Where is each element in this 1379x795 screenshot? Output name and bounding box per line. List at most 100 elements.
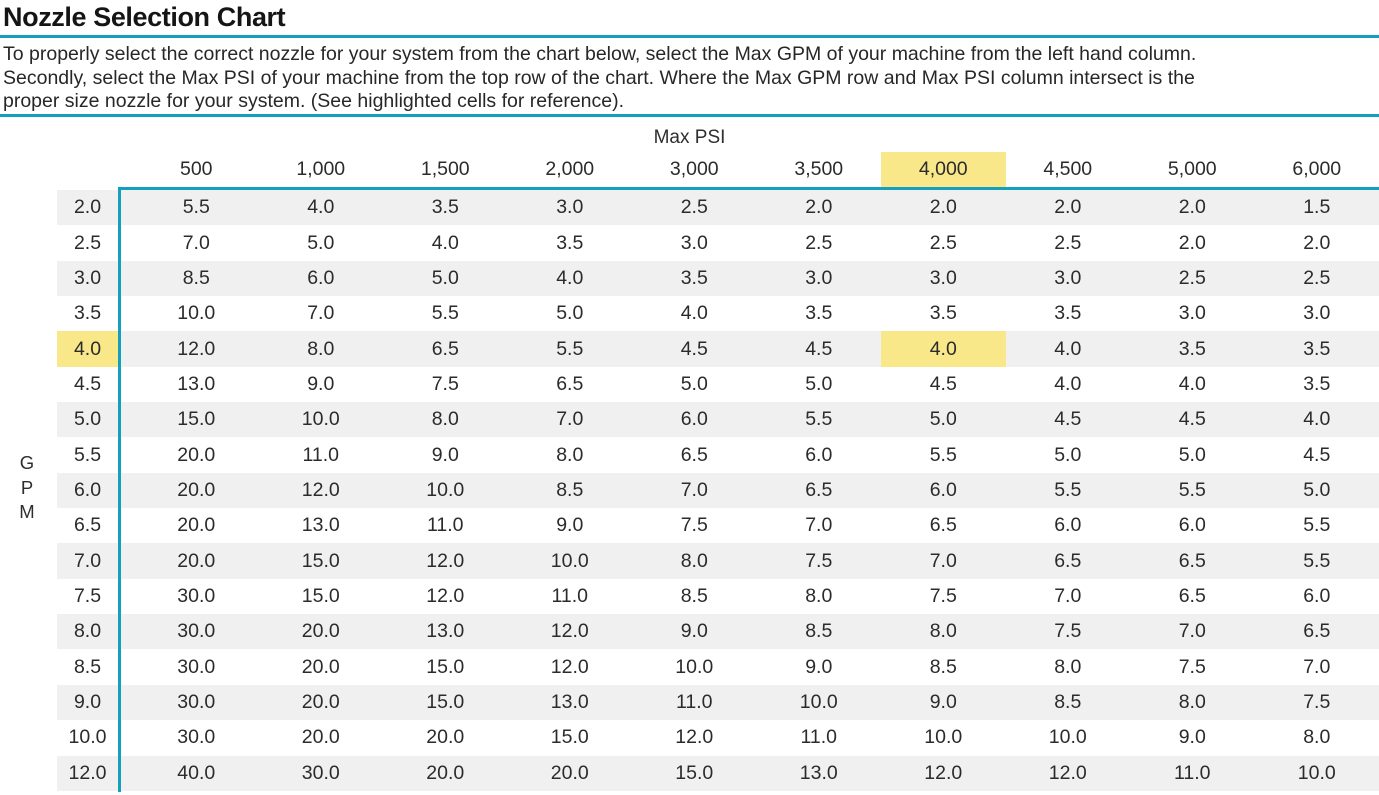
nozzle-cell: 5.0 [680,372,708,395]
nozzle-cell: 6.5 [1178,584,1206,607]
nozzle-cell: 7.0 [1303,655,1331,678]
nozzle-cell: 2.5 [929,231,957,254]
nozzle-cell: 10.0 [675,655,714,678]
gpm-row-label: 8.0 [57,614,118,650]
nozzle-cell: 6.0 [680,408,708,431]
nozzle-cell: 3.0 [556,196,584,219]
nozzle-cell: 15.0 [550,726,589,749]
nozzle-cell: 20.0 [426,726,465,749]
nozzle-cell: 20.0 [177,514,216,537]
nozzle-cell: 6.5 [929,514,957,537]
row-data-strip: 20.0 13.0 11.0 9.0 7.5 7.0 6.5 6.0 6.0 5.5 [121,508,1379,543]
nozzle-cell: 30.0 [177,620,216,643]
nozzle-cell: 4.0 [1054,372,1082,395]
psi-axis-label: Max PSI [653,127,726,148]
table-row: 4.0 12.0 8.0 6.5 5.5 4.5 4.5 4.0 4.0 3.5 3.5 [0,331,1379,367]
intro-rule [0,114,1379,117]
row-data-strip: 30.0 15.0 12.0 11.0 8.5 8.0 7.5 7.0 6.5 6.0 [121,579,1379,614]
nozzle-cell: 10.0 [924,726,963,749]
nozzle-cell: 7.5 [1178,655,1206,678]
row-data-strip: 12.0 8.0 6.5 5.5 4.5 4.5 4.0 4.0 3.5 3.5 [121,331,1379,367]
intro-line: Secondly, select the Max PSI of your mac… [3,66,1195,89]
nozzle-cell: 8.5 [805,620,833,643]
nozzle-cell: 30.0 [301,761,340,784]
nozzle-cell: 20.0 [550,761,589,784]
nozzle-cell: 3.5 [431,196,459,219]
table-top-rule [118,187,1379,190]
intro-line: To properly select the correct nozzle fo… [3,43,1197,65]
nozzle-cell: 4.0 [556,266,584,289]
gpm-row-label: 6.5 [73,514,102,537]
nozzle-cell: 9.0 [805,655,833,678]
nozzle-cell: 4.0 [1303,408,1331,431]
psi-header-cell: 500 [179,158,213,180]
nozzle-cell: 4.5 [1054,408,1082,431]
row-spacer [0,367,57,402]
nozzle-cell: 20.0 [301,655,340,678]
nozzle-cell: 13.0 [550,690,589,713]
nozzle-cell: 13.0 [426,620,465,643]
nozzle-cell: 8.0 [929,620,957,643]
psi-header-cell: 3,000 [669,158,719,180]
nozzle-cell: 5.5 [1303,549,1331,572]
nozzle-cell: 5.0 [929,408,957,431]
nozzle-cell: 6.0 [929,478,957,501]
row-spacer [0,720,57,755]
nozzle-cell: 7.5 [1054,620,1082,643]
nozzle-cell: 20.0 [177,443,216,466]
nozzle-cell: 6.0 [1303,584,1331,607]
nozzle-cell: 6.5 [805,478,833,501]
nozzle-cell: 6.5 [680,443,708,466]
gpm-row-label: 2.5 [73,231,102,254]
nozzle-cell: 4.5 [680,337,708,360]
nozzle-cell: 3.0 [1178,302,1206,325]
intro-paragraph: To properly select the correct nozzle fo… [0,38,1379,114]
title-rule [0,35,1379,38]
nozzle-cell: 12.0 [550,620,589,643]
row-data-strip: 5.5 4.0 3.5 3.0 2.5 2.0 2.0 2.0 2.0 1.5 [121,190,1379,226]
nozzle-cell: 6.0 [805,443,833,466]
row-data-strip: 10.0 7.0 5.5 5.0 4.0 3.5 3.5 3.5 3.0 3.0 [121,296,1379,331]
nozzle-cell: 30.0 [177,655,216,678]
psi-header-cell-highlighted: 4,000 [881,152,1006,187]
gpm-row-label: 5.0 [57,402,118,438]
nozzle-cell: 2.5 [1303,266,1331,289]
row-spacer [0,685,57,720]
row-data-strip: 20.0 11.0 9.0 8.0 6.5 6.0 5.5 5.0 5.0 4.5 [121,437,1379,472]
nozzle-cell: 12.0 [177,337,216,360]
table-left-rule [118,187,121,792]
nozzle-cell: 7.0 [805,514,833,537]
row-data-strip: 7.0 5.0 4.0 3.5 3.0 2.5 2.5 2.5 2.0 2.0 [121,225,1379,260]
row-data-strip: 13.0 9.0 7.5 6.5 5.0 5.0 4.5 4.0 4.0 3.5 [121,367,1379,402]
nozzle-cell: 4.5 [1178,408,1206,431]
nozzle-cell: 5.5 [431,302,459,325]
nozzle-cell: 5.5 [1178,478,1206,501]
nozzle-cell: 6.5 [431,337,459,360]
nozzle-cell: 4.0 [431,231,459,254]
nozzle-cell: 2.0 [1054,196,1082,219]
table-row: 3.5 10.0 7.0 5.5 5.0 4.0 3.5 3.5 3.5 3.0 3.0 [0,296,1379,331]
psi-header-cell: 3,500 [794,158,844,180]
nozzle-cell: 8.5 [680,584,708,607]
nozzle-cell: 2.5 [1054,231,1082,254]
table-row: 3.0 8.5 6.0 5.0 4.0 3.5 3.0 3.0 3.0 2.5 2.5 [0,260,1379,297]
nozzle-cell: 8.0 [680,549,708,572]
nozzle-cell: 5.5 [1054,478,1082,501]
gpm-row-label: 3.0 [57,260,118,297]
nozzle-cell: 13.0 [301,514,340,537]
nozzle-cell: 3.5 [1178,337,1206,360]
nozzle-cell: 6.0 [307,266,335,289]
nozzle-cell: 7.0 [307,302,335,325]
nozzle-cell: 11.0 [302,443,339,466]
nozzle-cell: 6.5 [1178,549,1206,572]
nozzle-cell: 10.0 [301,408,340,431]
gpm-row-label: 10.0 [68,726,107,749]
nozzle-cell: 11.0 [426,514,464,537]
table-row: 6.5 20.0 13.0 11.0 9.0 7.5 7.0 6.5 6.0 6.0 5.5 [0,508,1379,543]
row-spacer [0,756,57,791]
nozzle-cell: 4.5 [929,372,957,395]
nozzle-cell: 5.0 [1054,443,1082,466]
nozzle-cell: 2.0 [929,196,957,219]
row-spacer [0,190,57,225]
corner-cell [57,152,118,187]
